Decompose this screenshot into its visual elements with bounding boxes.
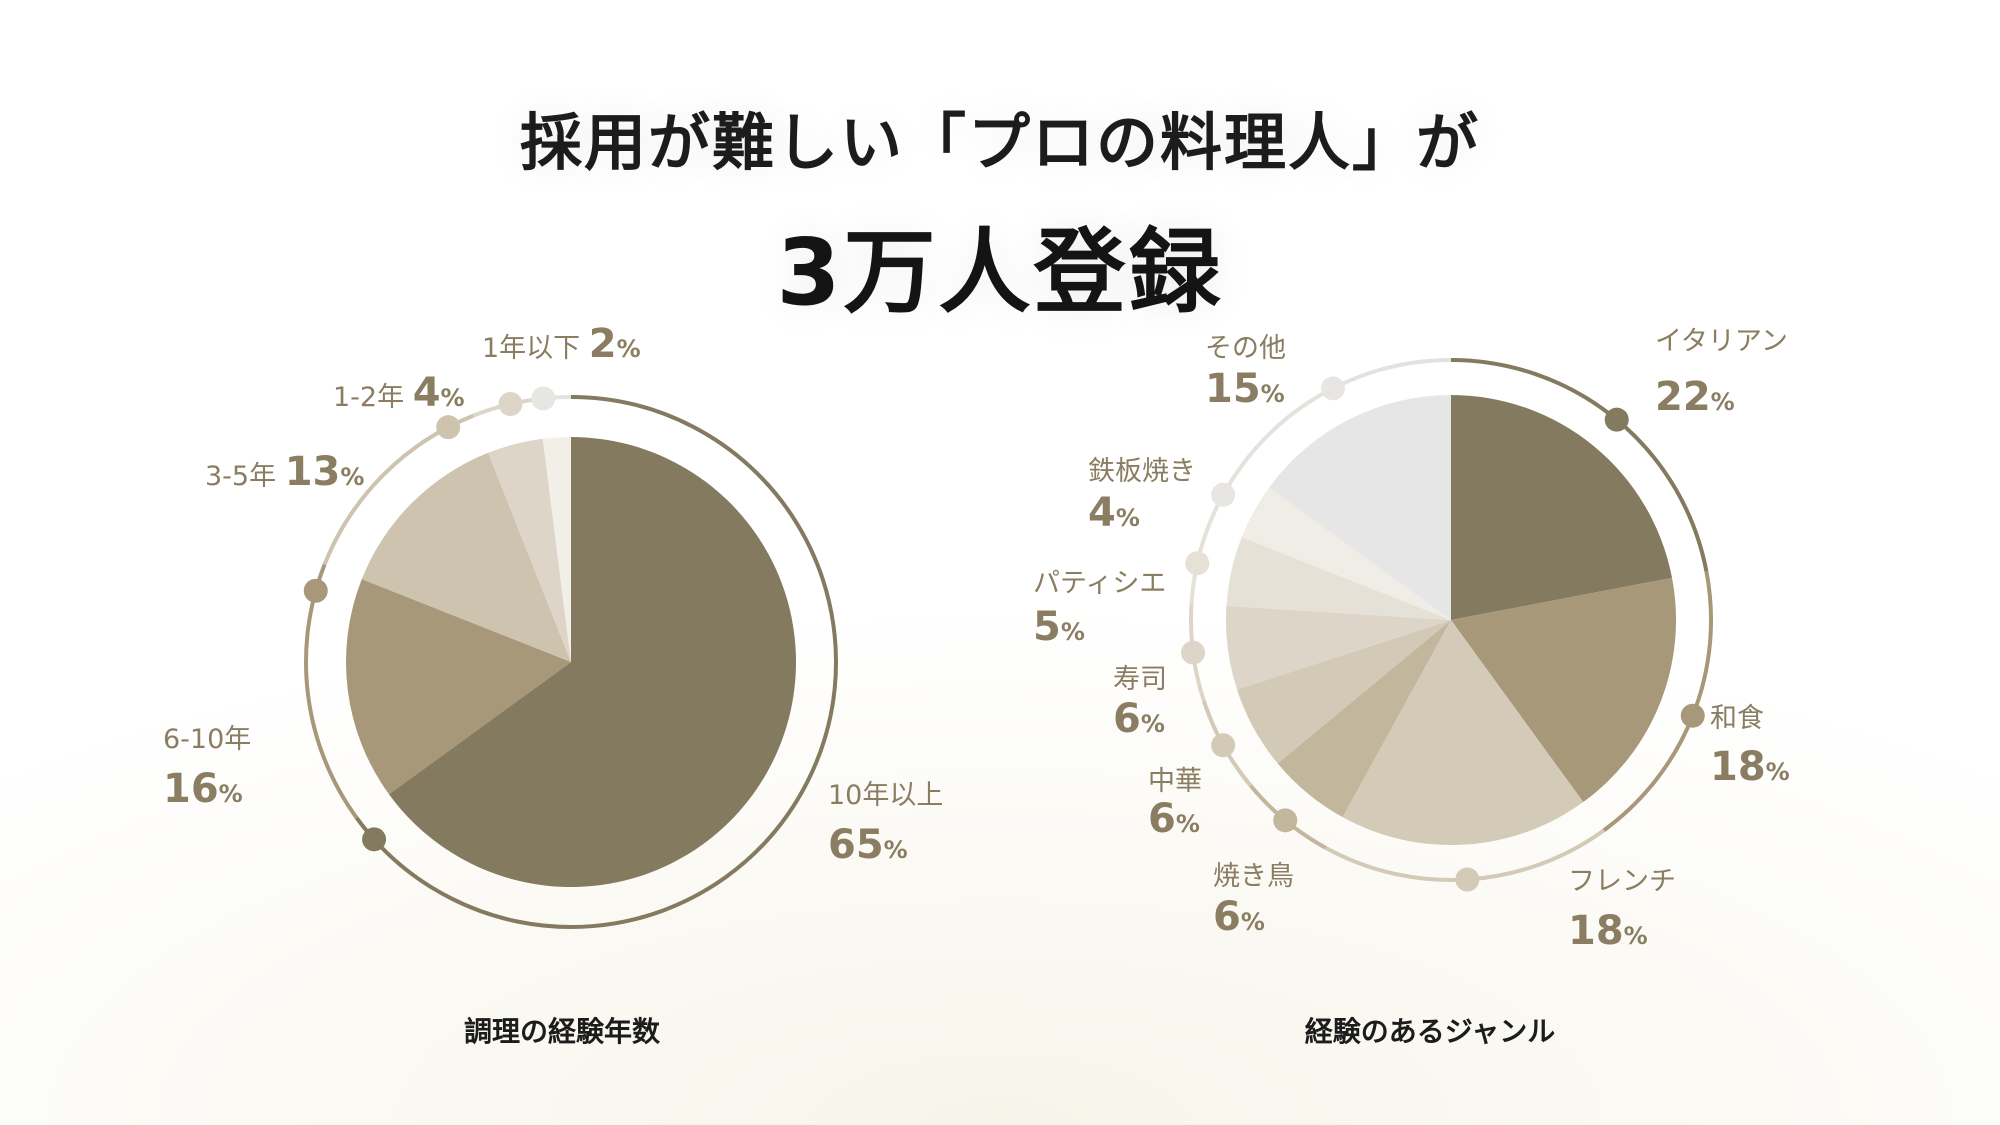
slice-value-1: 22% <box>1655 374 1735 420</box>
ring-dot-3 <box>436 415 461 440</box>
ring-dot-4 <box>498 392 523 417</box>
slice-value-4: 6% <box>1213 894 1265 940</box>
slice-value-5: 6% <box>1148 796 1200 842</box>
ring-dot-3 <box>1455 867 1480 892</box>
slice-value-2: 16% <box>163 766 243 812</box>
slice-label-8: 鉄板焼き <box>1088 456 1196 487</box>
title-line-2: 3万人登録 <box>776 219 1224 326</box>
slice-label-3: フレンチ <box>1568 866 1676 897</box>
slice-label-2: 和食 <box>1710 703 1764 734</box>
slice-label-1: 10年以上 <box>828 780 943 811</box>
slice-value-9: 15% <box>1205 366 1285 412</box>
pie-chart-1: 10年以上 65% 6-10年 16% 3-5年 13% 1-2年 4% 1年以下 2% <box>163 321 943 929</box>
ring-dot-4 <box>1273 808 1298 833</box>
ring-dot-5 <box>531 386 556 411</box>
pie-slice-2 <box>1451 577 1676 803</box>
slice-label-1: イタリアン <box>1655 326 1788 357</box>
slice-label-4: 焼き鳥 <box>1213 861 1294 892</box>
ring-segment-1 <box>354 395 838 929</box>
slice-value-3: 18% <box>1568 908 1648 954</box>
pie-slice-4 <box>488 438 571 662</box>
slice-label-2: 6-10年 <box>163 724 251 755</box>
ring-dot-7 <box>1185 551 1210 576</box>
pie-slice-6 <box>1226 605 1451 690</box>
pie-slice-7 <box>1226 537 1451 620</box>
slice-value-6: 6% <box>1113 696 1165 742</box>
pie-chart-2: イタリアン22%和食18%フレンチ18%焼き鳥6%中華6%寿司6%パティシエ5%… <box>1033 326 1790 954</box>
ring-dot-1 <box>362 827 387 852</box>
pie-slice-4 <box>1277 620 1451 818</box>
pie-slice-9 <box>1268 395 1451 620</box>
ring-dot-2 <box>303 578 328 603</box>
ring-dot-5 <box>1211 733 1236 758</box>
slice-value-2: 18% <box>1710 744 1790 790</box>
slice-value-1: 65% <box>828 822 908 868</box>
ring-dot-9 <box>1320 376 1345 401</box>
ring-dot-1 <box>1604 407 1629 432</box>
pie-slice-2 <box>346 579 571 795</box>
ring-dot-6 <box>1181 640 1206 665</box>
pie-slice-5 <box>1237 620 1451 764</box>
slice-label-7: パティシエ <box>1033 568 1166 599</box>
ring-dot-2 <box>1680 703 1705 728</box>
pie-slice-3 <box>1342 620 1584 846</box>
chart-left-caption: 調理の経験年数 <box>463 1015 660 1048</box>
slice-label-9: その他 <box>1205 333 1286 364</box>
ring-dot-8 <box>1211 482 1236 507</box>
slice-label-6: 寿司 <box>1113 664 1167 695</box>
slice-label-5: 中華 <box>1148 766 1202 797</box>
title-line-1: 採用が難しい「プロの料理人」が <box>519 106 1480 179</box>
slice-label-5: 1年以下 2% <box>482 321 641 367</box>
pie-slice-3 <box>361 452 571 662</box>
slice-value-8: 4% <box>1088 490 1140 536</box>
pie-slice-1 <box>1451 395 1673 620</box>
pie-slice-8 <box>1241 487 1451 620</box>
pie-slice-5 <box>542 437 571 662</box>
slice-label-4: 1-2年 4% <box>333 370 465 416</box>
pie-slice-1 <box>388 437 796 887</box>
slice-value-7: 5% <box>1033 604 1085 650</box>
slice-label-3: 3-5年 13% <box>205 449 364 495</box>
chart-right-caption: 経験のあるジャンル <box>1304 1015 1556 1048</box>
